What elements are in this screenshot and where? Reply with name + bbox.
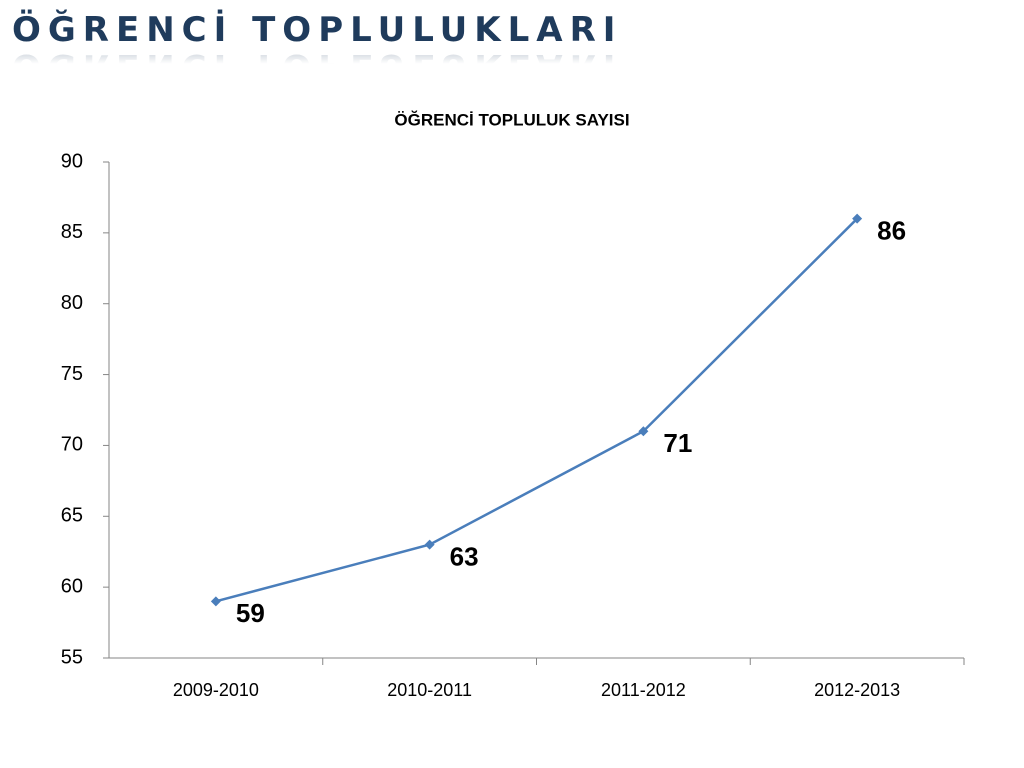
y-tick-label: 70: [61, 434, 83, 456]
data-label: 86: [877, 216, 906, 246]
y-tick-label: 60: [61, 575, 83, 597]
chart-title: ÖĞRENCİ TOPLULUK SAYISI: [394, 110, 629, 129]
marker: [852, 213, 863, 224]
marker: [638, 426, 649, 437]
marker: [210, 596, 221, 607]
line-series: [215, 217, 859, 603]
data-label: 59: [236, 598, 265, 628]
page-title: ÖĞRENCİ TOPLULUKLARI: [12, 10, 623, 50]
x-tick-label: 2011-2012: [601, 680, 686, 700]
marker: [424, 539, 435, 550]
y-tick-label: 90: [61, 150, 83, 172]
y-tick-label: 80: [61, 292, 83, 314]
x-tick-label: 2010-2011: [387, 680, 472, 700]
y-tick-label: 55: [61, 646, 83, 668]
x-tick-label: 2009-2010: [173, 680, 259, 700]
x-tick-label: 2012-2013: [814, 680, 900, 700]
data-label: 63: [450, 542, 479, 572]
data-label: 71: [663, 428, 692, 458]
y-tick-label: 85: [61, 221, 83, 243]
y-tick-label: 75: [61, 363, 83, 385]
y-tick-label: 65: [61, 505, 83, 527]
